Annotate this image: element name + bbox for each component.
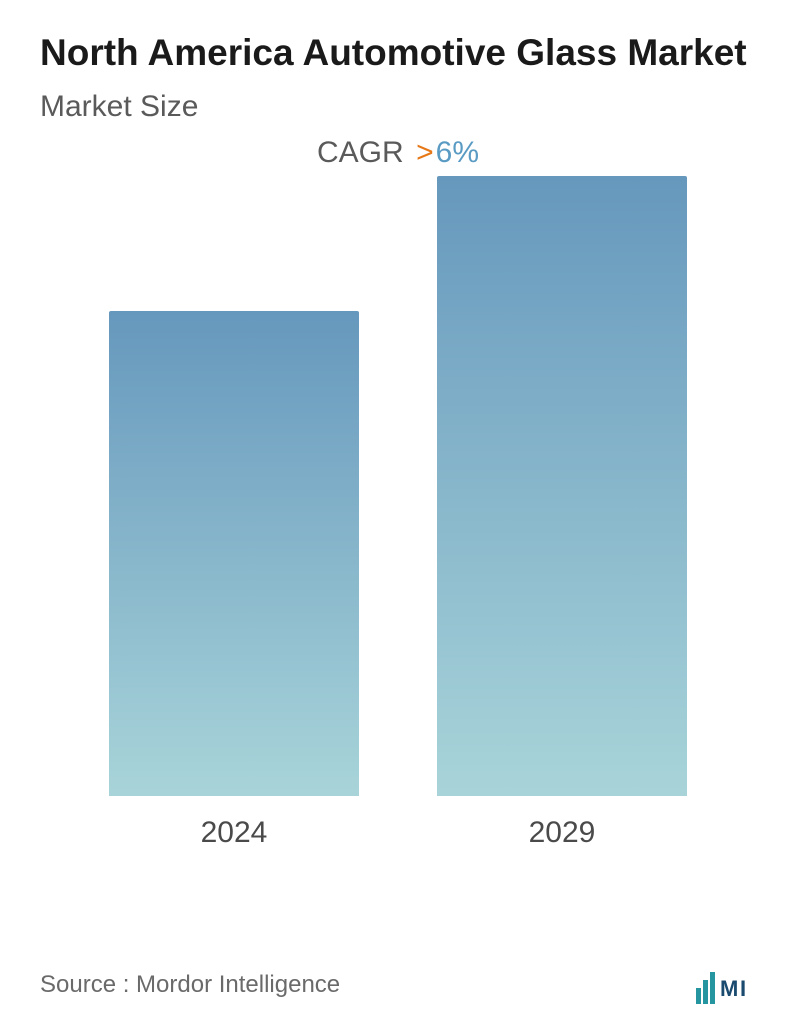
bar-group-1: 2029: [437, 176, 687, 850]
svg-text:I: I: [740, 976, 746, 1001]
mordor-logo: M I: [696, 966, 756, 1004]
cagr-label: CAGR: [317, 136, 404, 169]
bar-0: [109, 311, 359, 796]
footer: Source : Mordor Intelligence M I: [40, 966, 756, 1004]
cagr-row: CAGR >6%: [40, 136, 756, 170]
bar-1: [437, 176, 687, 796]
svg-text:M: M: [720, 976, 738, 1001]
cagr-value: >6%: [416, 136, 479, 169]
bar-group-0: 2024: [109, 311, 359, 850]
bar-label-1: 2029: [529, 816, 596, 850]
source-text: Source : Mordor Intelligence: [40, 971, 340, 999]
logo-icon: M I: [696, 966, 756, 1004]
bar-chart: 2024 2029: [40, 210, 756, 850]
cagr-symbol: >: [416, 136, 434, 169]
chart-title: North America Automotive Glass Market: [40, 30, 756, 76]
bar-label-0: 2024: [201, 816, 268, 850]
chart-subtitle: Market Size: [40, 90, 756, 124]
cagr-percent: 6%: [436, 136, 479, 169]
